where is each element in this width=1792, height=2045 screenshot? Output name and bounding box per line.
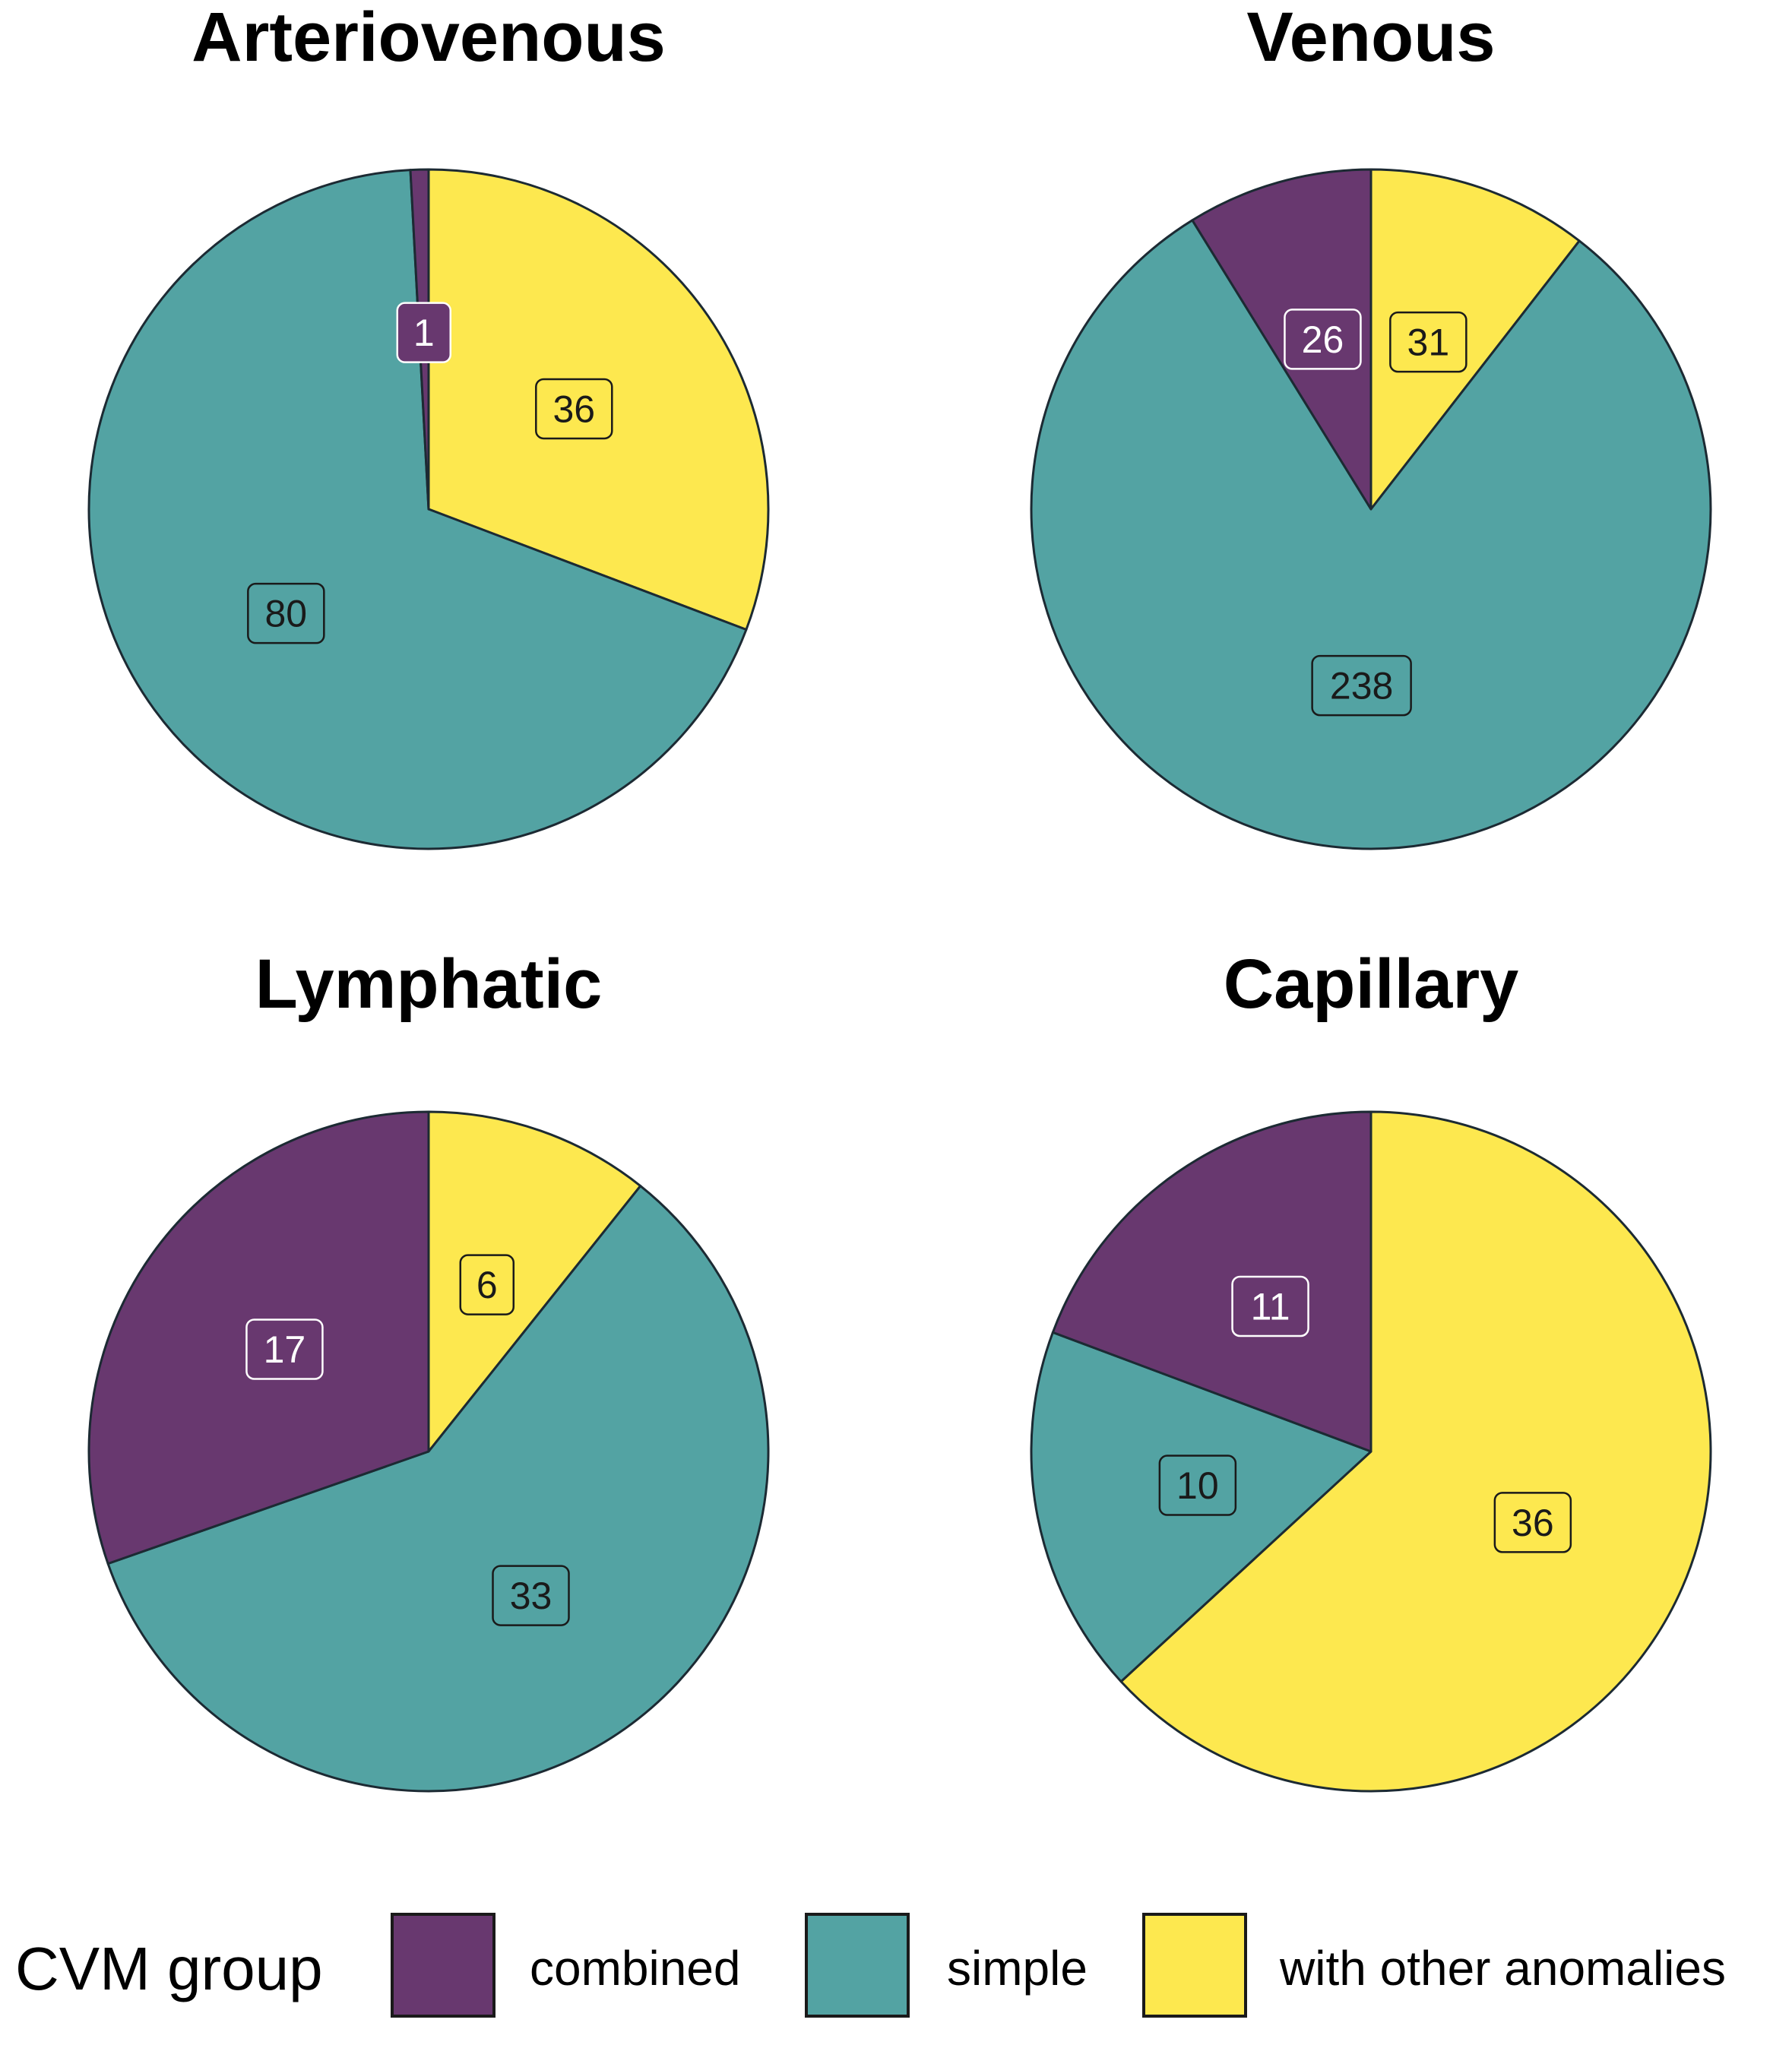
slice-value: 1 (413, 312, 435, 354)
slice-label-box (396, 302, 452, 363)
pie-venous: Venous 31 238 26 (1030, 0, 1712, 850)
slice-label-box (1389, 311, 1467, 373)
slice-label-box (492, 1565, 570, 1626)
pie-lymphatic: Lymphatic 6 33 17 (87, 945, 770, 1793)
legend-item-combined: combined (391, 1913, 741, 2018)
slice-label-box (1311, 654, 1412, 717)
chart-title: Arteriovenous (192, 0, 666, 76)
slice-value: 80 (265, 593, 308, 635)
pie-capillary: Capillary 36 10 11 (1030, 945, 1712, 1793)
pie-slice-simple (87, 169, 748, 850)
slice-value: 10 (1176, 1464, 1219, 1507)
chart-title: Lymphatic (255, 945, 603, 1023)
slice-label-box (247, 582, 325, 644)
slice-label: 26 (1284, 309, 1362, 370)
slice-label: 31 (1389, 311, 1467, 373)
legend-swatch (805, 1913, 910, 2018)
slice-value: 17 (264, 1328, 306, 1371)
slice-value: 36 (552, 388, 595, 430)
slice-label: 33 (492, 1565, 570, 1626)
pie-slice-with-other-anomalies (427, 1110, 642, 1453)
slice-label-box (1158, 1455, 1237, 1516)
legend-label: with other anomalies (1279, 1941, 1726, 1996)
pie-arteriovenous: Arteriovenous 36 80 1 (87, 0, 770, 850)
slice-value: 11 (1251, 1285, 1290, 1328)
legend-item-with-other-anomalies: with other anomalies (1142, 1913, 1726, 2018)
chart-title: Capillary (1224, 945, 1519, 1023)
slice-label: 36 (1493, 1492, 1572, 1553)
slice-label: 36 (535, 378, 613, 440)
legend-swatch (391, 1913, 495, 2018)
pie-slice-with-other-anomalies (1369, 168, 1581, 511)
legend-label: combined (530, 1941, 741, 1996)
slice-label: 6 (459, 1254, 515, 1315)
legend-label: simple (947, 1941, 1088, 1996)
pie-slice-combined (1191, 168, 1372, 511)
slice-label-box (1493, 1492, 1572, 1553)
pie-panels: Arteriovenous 36 80 1 Venous 31 238 26 Lymphatic… (87, 0, 1712, 1793)
slice-label: 17 (245, 1318, 324, 1380)
slice-label: 10 (1158, 1455, 1237, 1516)
legend-title: CVM group (15, 1935, 323, 2002)
slice-value: 6 (476, 1264, 498, 1306)
slice-label: 238 (1311, 654, 1412, 717)
slice-value: 36 (1512, 1502, 1554, 1544)
slice-label-box (535, 378, 613, 440)
slice-value: 26 (1302, 318, 1344, 361)
slice-label-box (245, 1318, 324, 1380)
slice-label-box (1231, 1275, 1309, 1337)
pie-slice-simple (1030, 219, 1712, 850)
slice-label: 1 (396, 302, 452, 363)
slice-label: 80 (247, 582, 325, 644)
slice-label: 11 (1231, 1275, 1309, 1337)
slice-label-box (1284, 309, 1362, 370)
slice-value: 238 (1330, 665, 1393, 708)
legend-swatch (1142, 1913, 1247, 2018)
legend: CVM group combined simple with other anomal… (15, 1913, 1726, 2018)
chart-title: Venous (1246, 0, 1495, 76)
pie-slice-combined (1051, 1110, 1372, 1453)
slice-value: 33 (510, 1575, 552, 1617)
slice-value: 31 (1407, 321, 1450, 364)
slice-label-box (459, 1254, 515, 1315)
legend-item-simple: simple (805, 1913, 1088, 2018)
pie-slice-simple (106, 1185, 770, 1793)
pie-slice-with-other-anomalies (1119, 1110, 1712, 1793)
